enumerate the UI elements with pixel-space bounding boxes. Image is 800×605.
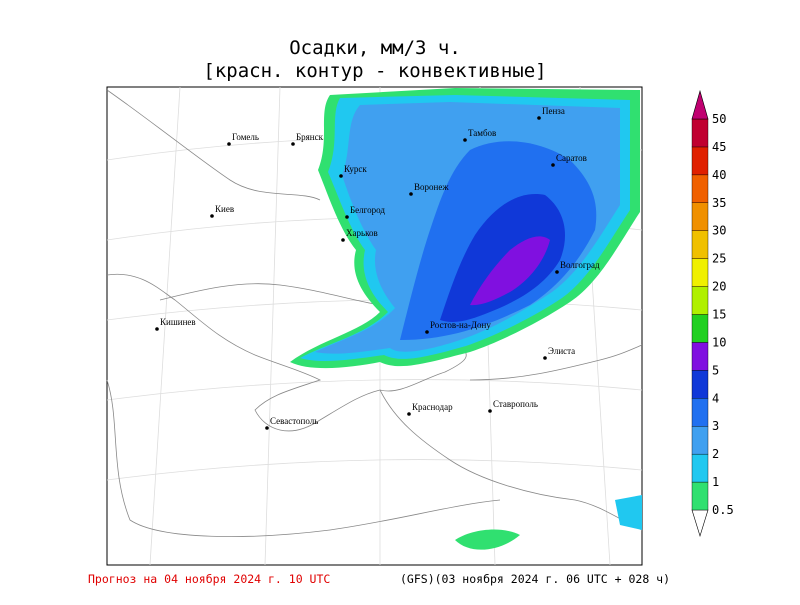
colorbar-label: 0.5 [712, 503, 734, 517]
colorbar-label: 45 [712, 140, 726, 154]
colorbar-label: 3 [712, 419, 719, 433]
city-dot [537, 116, 541, 120]
city-dot [339, 174, 343, 178]
colorbar-band [691, 481, 709, 511]
city-dot [463, 138, 467, 142]
city-dot [425, 330, 429, 334]
city-label: Киев [215, 204, 234, 214]
colorbar-band [691, 342, 709, 371]
colorbar-label: 30 [712, 224, 726, 238]
city-label: Брянск [296, 132, 324, 142]
city-dot [488, 409, 492, 413]
colorbar-label: 50 [712, 112, 726, 126]
colorbar-band [691, 118, 709, 148]
colorbar-label: 35 [712, 196, 726, 210]
colorbar-high [691, 89, 709, 120]
colorbar-label: 25 [712, 252, 726, 266]
colorbar-band [691, 258, 709, 287]
city-label: Ставрополь [493, 399, 538, 409]
city-dot [291, 142, 295, 146]
subtitle: [красн. контур - конвективные] [203, 60, 546, 82]
colorbar-band [691, 314, 709, 343]
title: Осадки, мм/3 ч. [289, 37, 461, 59]
colorbar-band [691, 202, 709, 231]
colorbar-band [691, 146, 709, 176]
colorbar-label: 20 [712, 280, 726, 294]
city-label: Воронеж [414, 182, 449, 192]
footer-model: (GFS)(03 ноября 2024 г. 06 UTC + 028 ч) [400, 572, 670, 586]
footer-forecast: Прогноз на 04 ноября 2024 г. 10 UTC [88, 572, 330, 586]
colorbar-band [691, 398, 709, 427]
colorbar-label: 40 [712, 168, 726, 182]
city-dot [407, 412, 411, 416]
city-dot [265, 426, 269, 430]
city-dot [227, 142, 231, 146]
colorbar-band [691, 370, 709, 399]
city-label: Тамбов [468, 128, 496, 138]
colorbar-label: 10 [712, 335, 726, 349]
colorbar-band [691, 286, 709, 315]
city-dot [345, 215, 349, 219]
city-dot [555, 270, 559, 274]
city-dot [551, 163, 555, 167]
city-label: Белгород [350, 205, 385, 215]
colorbar-low [691, 509, 709, 538]
precip-se [615, 495, 642, 530]
city-label: Волгоград [560, 260, 600, 270]
city-label: Гомель [232, 132, 259, 142]
precip-south [455, 529, 520, 550]
city-label: Краснодар [412, 402, 453, 412]
city-label: Саратов [556, 153, 587, 163]
city-label: Харьков [346, 228, 378, 238]
colorbar-band [691, 453, 709, 483]
colorbar-label: 15 [712, 308, 726, 322]
city-label: Курск [344, 164, 367, 174]
city-dot [210, 214, 214, 218]
colorbar-label: 2 [712, 447, 719, 461]
colorbar-band [691, 426, 709, 455]
colorbar-band [691, 230, 709, 259]
city-dot [341, 238, 345, 242]
city-dot [155, 327, 159, 331]
colorbar-label: 1 [712, 475, 719, 489]
precip-5 [470, 236, 550, 306]
colorbar-label: 4 [712, 391, 719, 405]
city-label: Кишинев [160, 317, 196, 327]
city-dot [409, 192, 413, 196]
city-label: Севастополь [270, 416, 318, 426]
city-labels: Гомель Брянск Курск Воронеж Тамбов Пенза Сарат… [155, 106, 600, 430]
city-label: Ростов-на-Дону [430, 320, 491, 330]
colorbar-label: 5 [712, 363, 719, 377]
city-label: Элиста [548, 346, 575, 356]
colorbar-band [691, 174, 709, 203]
city-dot [543, 356, 547, 360]
city-label: Пенза [542, 106, 565, 116]
